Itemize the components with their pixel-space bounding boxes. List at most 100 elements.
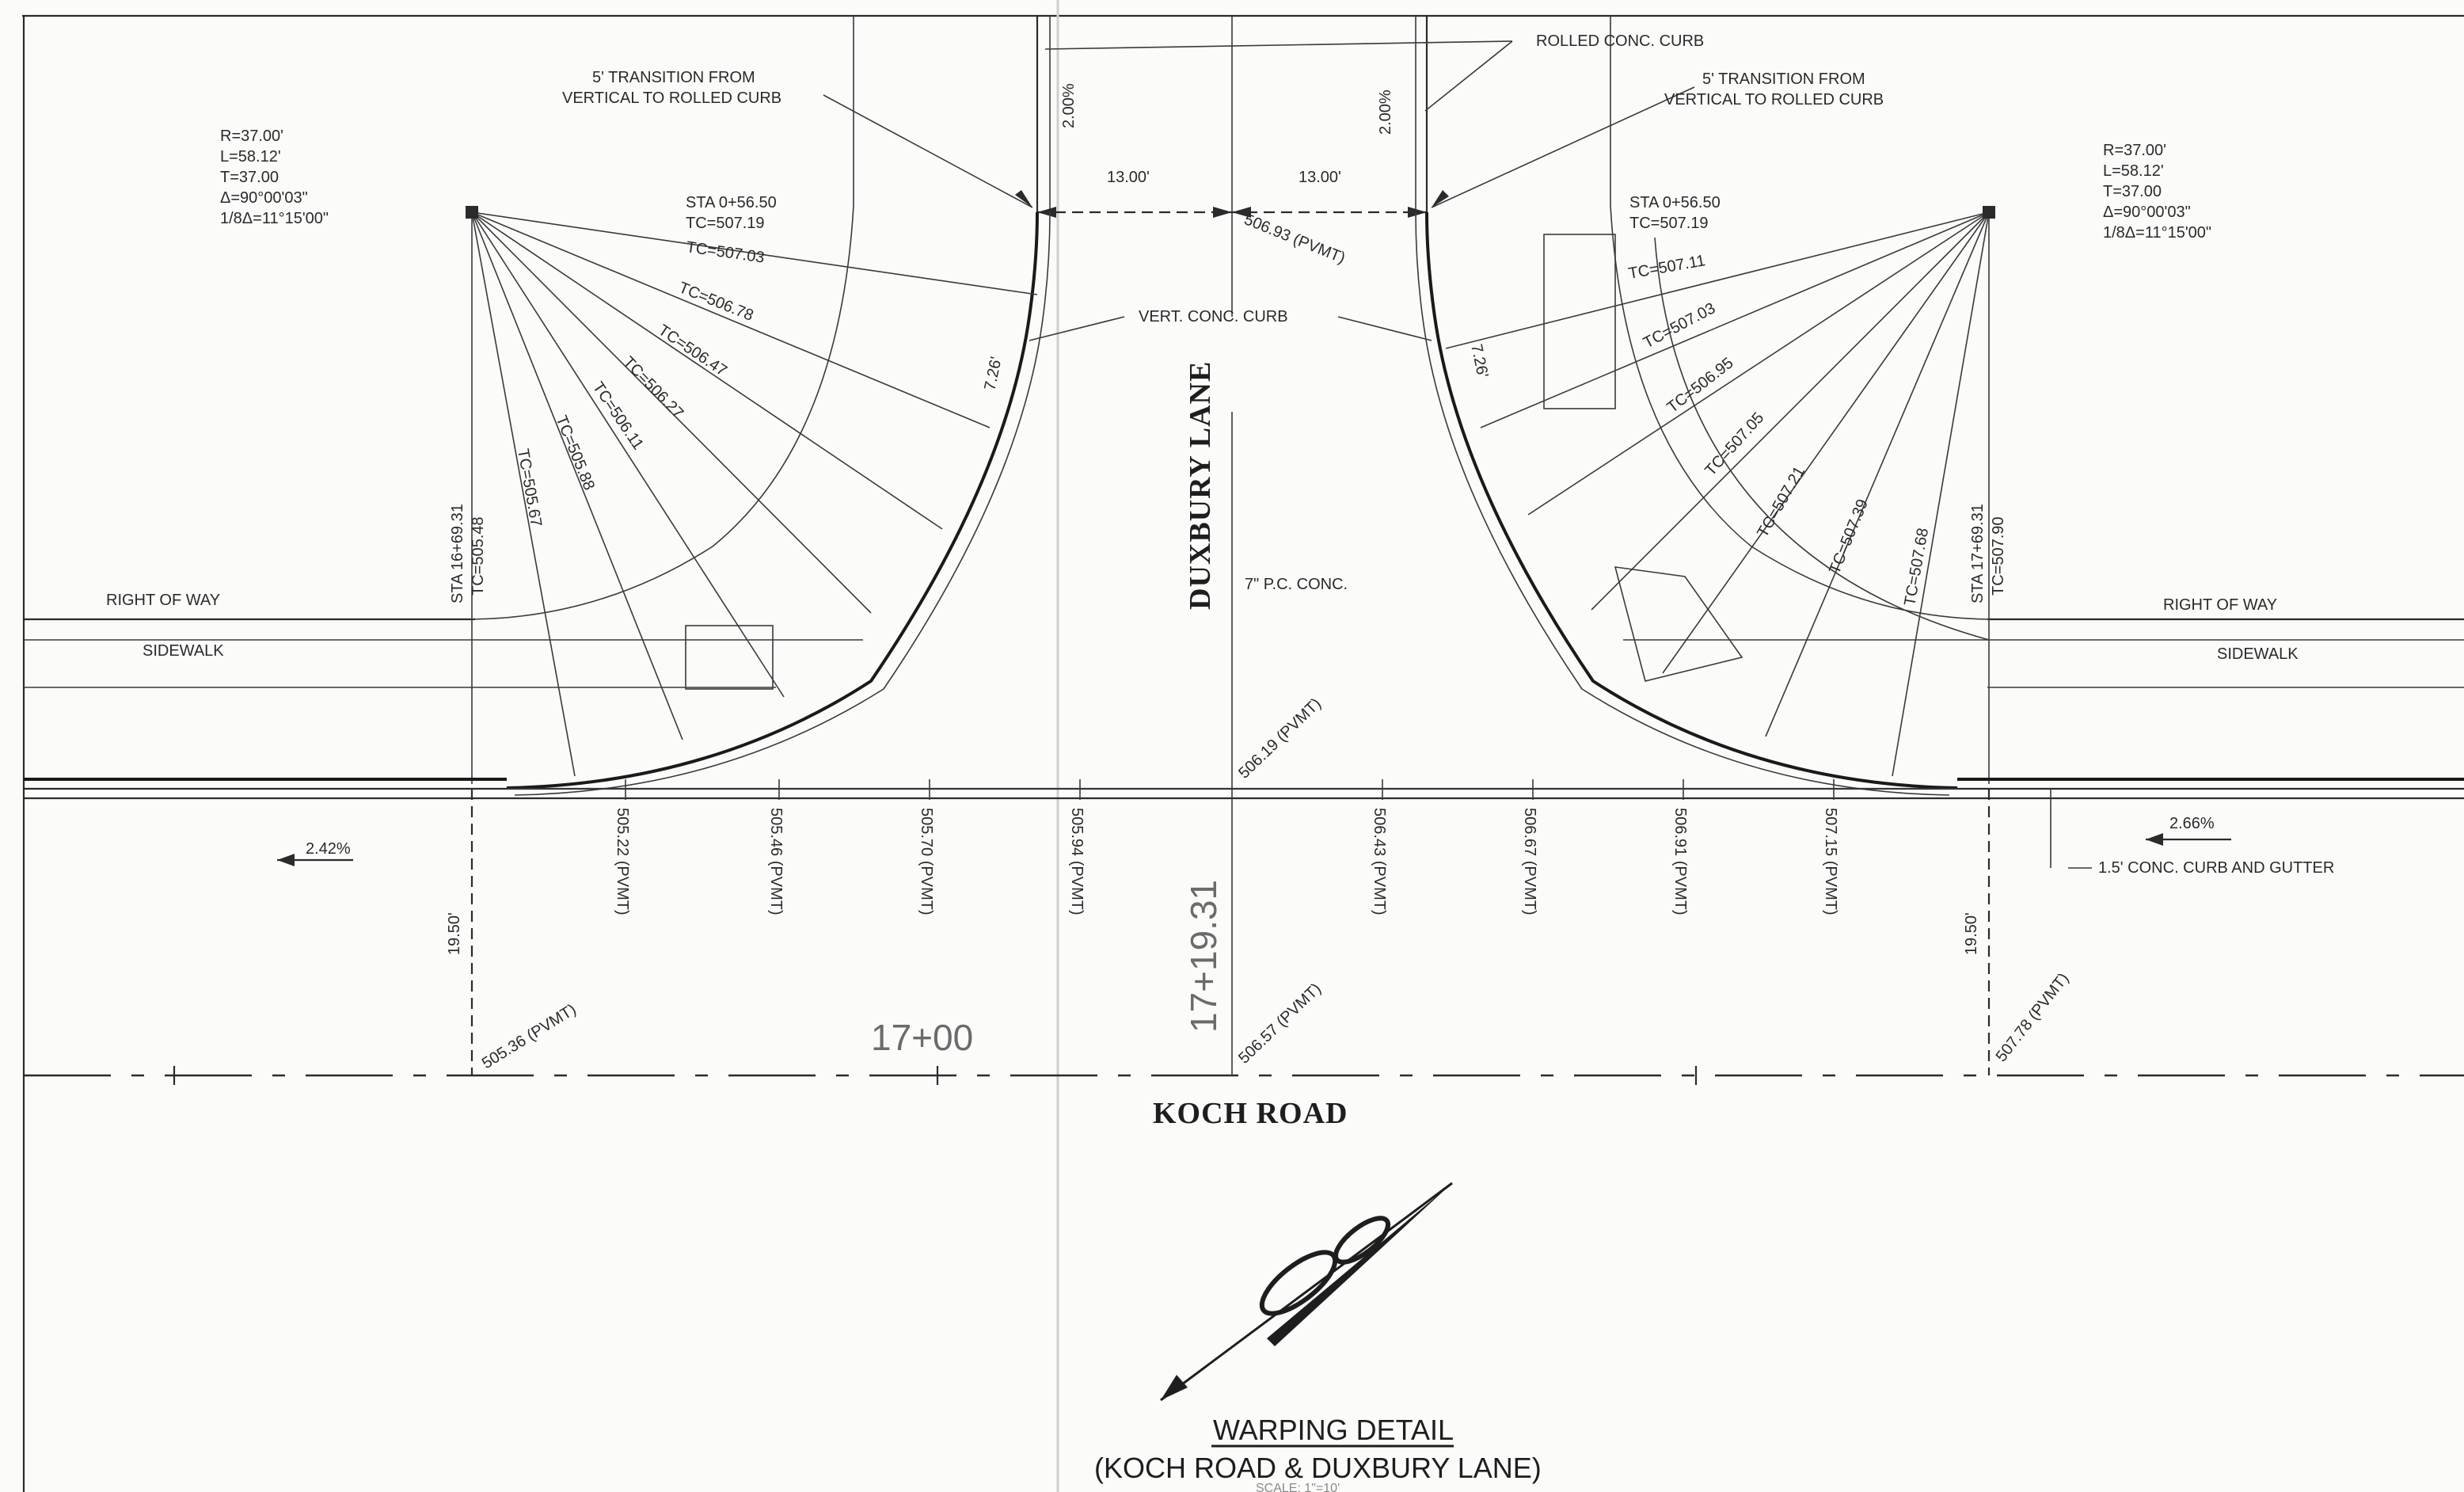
row-label-right: RIGHT OF WAY: [2163, 596, 2277, 614]
north-arrow-icon: [1160, 1182, 1453, 1402]
tc-label: TC=505.88: [552, 413, 598, 493]
leader-arrow: [1432, 190, 1449, 207]
pvmt-cl-center: 506.57 (PVMT): [1235, 980, 1325, 1068]
curve-right-line: L=58.12': [2103, 162, 2164, 180]
curb-return-left-back: [514, 211, 1051, 796]
pvmt-mid-center: 506.19 (PVMT): [1235, 695, 1325, 782]
dim-width-left: 13.00': [1107, 169, 1150, 186]
tc-label: TC=507.39: [1826, 497, 1872, 577]
sidewalk-label-left: SIDEWALK: [143, 642, 224, 660]
curve-right-line: 1/8Δ=11°15'00": [2103, 224, 2211, 242]
pvmt-label: 507.15 (PVMT): [1822, 808, 1839, 915]
tc-label: TC=507.03: [1641, 299, 1718, 352]
transition-left-line2: VERTICAL TO ROLLED CURB: [562, 89, 781, 107]
koch-road-label: KOCH ROAD: [1153, 1097, 1348, 1130]
drawing-scale: SCALE: 1"=10': [1256, 1482, 1340, 1492]
station-label-17-00: 17+00: [871, 1017, 973, 1058]
dim-arrow: [1037, 207, 1056, 218]
curve-left-line: L=58.12': [220, 148, 281, 166]
tc-top-left: TC=507.19: [686, 215, 765, 232]
tc-pc-right: TC=507.90: [1990, 516, 2007, 596]
curve-right-line: R=37.00': [2103, 142, 2166, 159]
transition-right-line1: 5' TRANSITION FROM: [1702, 70, 1865, 88]
drawing-title: WARPING DETAIL: [1213, 1414, 1454, 1446]
pvmt-cl-left: 505.36 (PVMT): [479, 1001, 580, 1073]
dim-arrow: [1213, 207, 1232, 218]
slope-label-right: 2.66%: [2169, 815, 2215, 832]
offset-left: 7.26': [981, 356, 1005, 392]
dim-width-right: 13.00': [1299, 169, 1341, 186]
ramp-box-right-1: [1543, 234, 1616, 409]
rolled-curb-label: ROLLED CONC. CURB: [1536, 32, 1704, 50]
pvmt-label: 506.91 (PVMT): [1671, 808, 1689, 915]
duxbury-lane-label: DUXBURY LANE: [1184, 361, 1217, 610]
pvmt-top-center: 506.93 (PVMT): [1242, 211, 1348, 267]
slope-label-left: 2.42%: [306, 840, 351, 858]
tc-label: TC=505.67: [514, 447, 545, 528]
cross-slope-left: 2.00%: [1060, 83, 1078, 128]
pc-marker-left: [466, 206, 478, 219]
curb-gutter-label: 1.5' CONC. CURB AND GUTTER: [2098, 859, 2334, 877]
drawing-subtitle: (KOCH ROAD & DUXBURY LANE): [1094, 1452, 1542, 1484]
tc-label: TC=506.27: [619, 353, 686, 422]
sidewalk-ramp-left: [685, 625, 774, 690]
offset-right: 7.26': [1467, 342, 1491, 379]
tc-label: TC=506.11: [589, 379, 647, 453]
curb-return-right: [1425, 211, 1958, 790]
sta-top-left: STA 0+56.50: [686, 194, 777, 211]
curve-left-line: T=37.00: [220, 169, 279, 186]
sidewalk-label-right: SIDEWALK: [2217, 645, 2299, 663]
ramp-box-right-2: [1614, 566, 1743, 682]
curve-left-line: 1/8Δ=11°15'00": [220, 210, 329, 227]
leader-lines: [823, 40, 2092, 869]
curve-left-line: Δ=90°00'03": [220, 189, 308, 207]
sta-pc-right: STA 17+69.31: [1969, 504, 1987, 603]
pvmt-labels: 505.22 (PVMT) 505.46 (PVMT) 505.70 (PVMT…: [614, 808, 1839, 915]
curve-right-line: T=37.00: [2103, 183, 2162, 200]
radial-lines-left: [471, 211, 1038, 777]
curve-data-left: R=37.00' L=58.12' T=37.00 Δ=90°00'03" 1/…: [220, 128, 329, 227]
curve-data-right: R=37.00' L=58.12' T=37.00 Δ=90°00'03" 1/…: [2103, 142, 2211, 242]
pvmt-label: 505.70 (PVMT): [918, 808, 935, 915]
sidewalk-arc-right: [1610, 16, 1990, 620]
cross-slope-right: 2.00%: [1377, 89, 1394, 135]
lane-material-label: 7" P.C. CONC.: [1245, 576, 1348, 593]
pvmt-label: 505.22 (PVMT): [614, 808, 631, 915]
sidewalk-arc-right-inner: [1654, 237, 1990, 641]
curb-return-left: [506, 211, 1039, 790]
dim-arrow: [1408, 207, 1427, 218]
pvmt-label: 505.94 (PVMT): [1068, 808, 1086, 915]
sta-pc-left: STA 16+69.31: [449, 504, 466, 603]
tc-label: TC=506.47: [655, 322, 730, 380]
curve-right-line: Δ=90°00'03": [2103, 204, 2191, 221]
sidewalk-arc-left: [471, 16, 854, 620]
sta-top-right: STA 0+56.50: [1629, 194, 1721, 211]
setback-label-right: 19.50': [1963, 912, 1980, 955]
curve-left-line: R=37.00': [220, 128, 283, 145]
pvmt-cl-right: 507.78 (PVMT): [1993, 970, 2073, 1065]
radial-lines-right: [1445, 211, 1990, 777]
setback-label-left: 19.50': [446, 912, 463, 955]
pvmt-ticks: [625, 779, 1835, 800]
pvmt-label: 506.67 (PVMT): [1521, 808, 1538, 915]
dim-arrow: [1232, 207, 1251, 218]
pvmt-label: 506.43 (PVMT): [1371, 808, 1388, 915]
transition-right-line2: VERTICAL TO ROLLED CURB: [1664, 91, 1884, 108]
tc-label: TC=507.11: [1627, 252, 1706, 283]
tc-label: TC=507.68: [1901, 527, 1932, 607]
slope-arrowhead: [2146, 833, 2163, 846]
station-label-17-19: 17+19.31: [1183, 880, 1224, 1033]
tc-pc-left: TC=505.48: [470, 516, 487, 596]
vert-curb-label: VERT. CONC. CURB: [1139, 308, 1288, 325]
pvmt-label: 505.46 (PVMT): [767, 808, 785, 915]
row-label-left: RIGHT OF WAY: [106, 592, 220, 609]
leader-arrow: [1015, 190, 1032, 207]
tc-label: TC=507.03: [685, 238, 766, 267]
slope-arrowhead: [277, 854, 295, 866]
transition-left-line1: 5' TRANSITION FROM: [592, 69, 755, 86]
curb-return-right-back: [1415, 211, 1950, 796]
pc-marker-right: [1983, 206, 1995, 219]
tc-top-right: TC=507.19: [1629, 215, 1709, 232]
